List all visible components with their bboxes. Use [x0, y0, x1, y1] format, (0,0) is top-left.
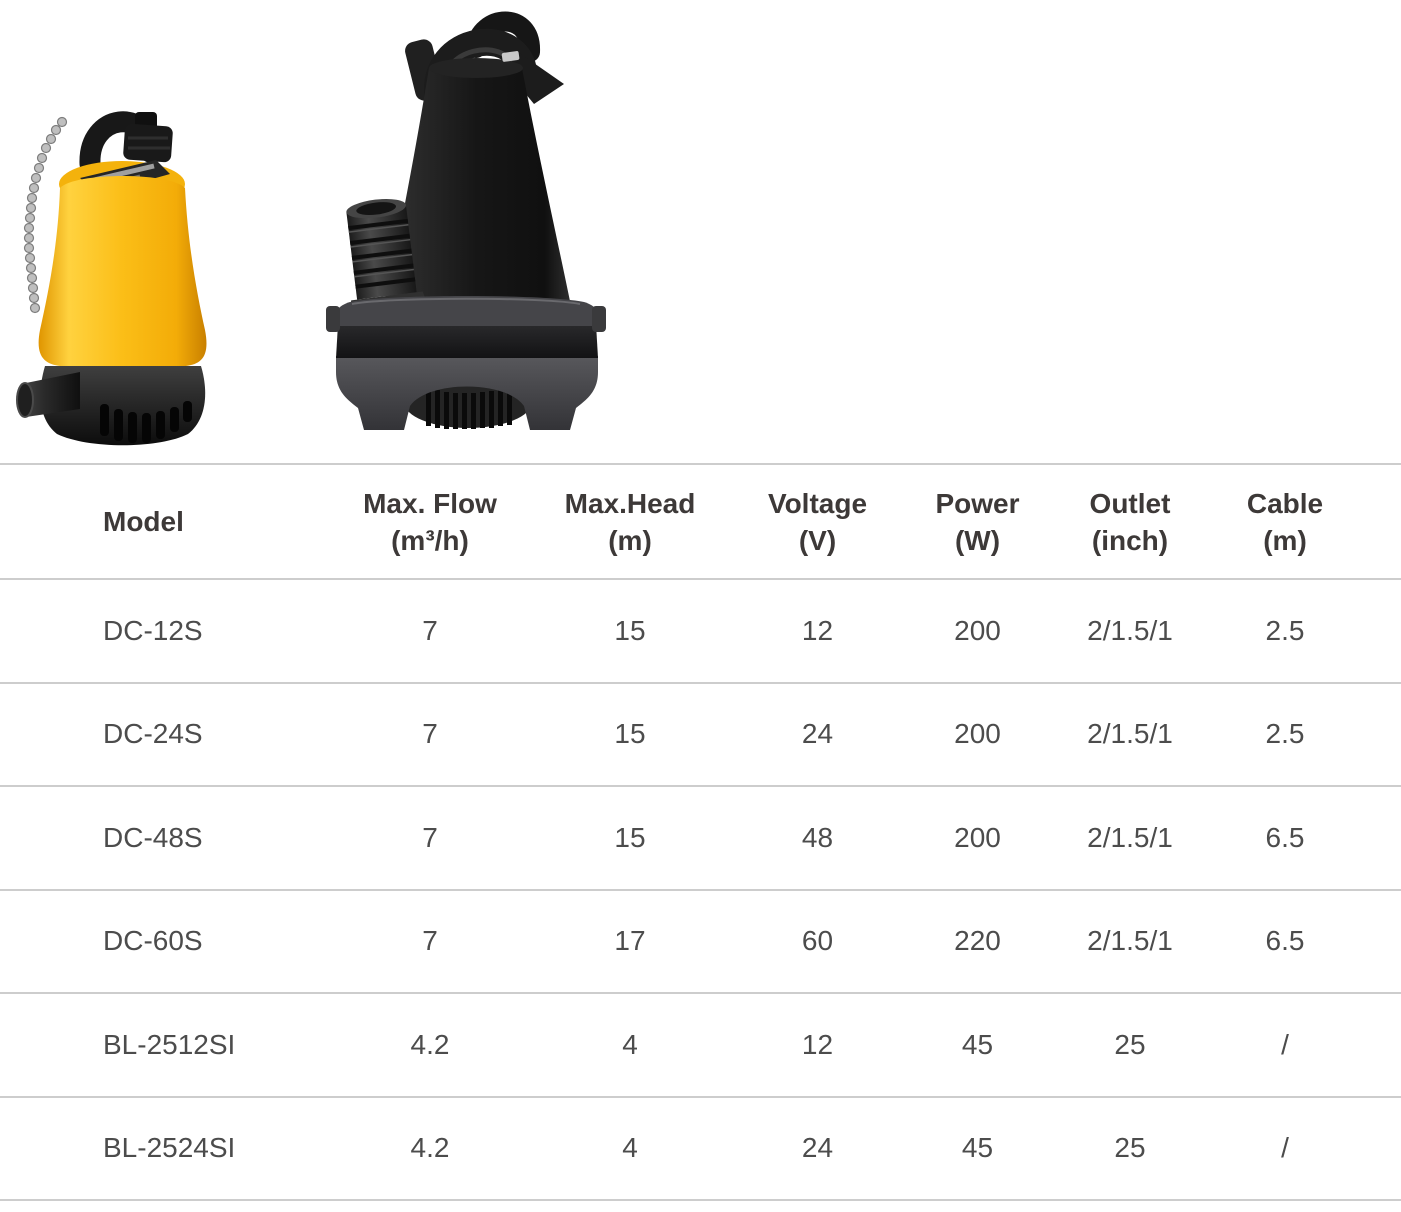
- cell-outlet: 2/1.5/1: [1087, 925, 1173, 957]
- table-row: BL-2512SI 4.2 4 12 45 25 /: [0, 994, 1401, 1098]
- column-header-outlet: Outlet (inch): [1050, 485, 1210, 559]
- cell-power: 45: [961, 1028, 994, 1060]
- cell-power: 220: [954, 925, 1001, 957]
- table-row: BL-2524SI 4.2 4 24 45 25 /: [0, 1098, 1401, 1201]
- header-unit: (W): [954, 524, 1001, 556]
- cell-cable: 6.5: [1265, 821, 1305, 853]
- column-header-cable: Cable (m): [1210, 485, 1360, 559]
- cell-voltage: 48: [801, 821, 834, 853]
- table-row: DC-24S 7 15 24 200 2/1.5/1 2.5: [0, 684, 1401, 787]
- cell-power: 200: [954, 718, 1001, 750]
- header-label: Cable: [1246, 487, 1324, 519]
- header-label: Max.Head: [564, 487, 696, 519]
- header-unit: (inch): [1091, 524, 1169, 556]
- cell-model: BL-2524SI: [103, 1132, 236, 1164]
- cell-cable: 6.5: [1265, 925, 1305, 957]
- cell-voltage: 24: [801, 718, 834, 750]
- cell-model: DC-24S: [103, 718, 203, 750]
- spec-table: Model Max. Flow (m³/h) Max.Head (m) Volt…: [0, 463, 1401, 1201]
- cell-power: 200: [954, 821, 1001, 853]
- column-header-voltage: Voltage (V): [730, 485, 905, 559]
- cell-power: 200: [954, 614, 1001, 646]
- cell-max-flow: 4.2: [410, 1132, 450, 1164]
- cell-max-head: 4: [622, 1028, 638, 1060]
- table-row: DC-12S 7 15 12 200 2/1.5/1 2.5: [0, 580, 1401, 684]
- cell-max-head: 15: [614, 718, 646, 750]
- cell-max-head: 15: [614, 614, 646, 646]
- table-header-row: Model Max. Flow (m³/h) Max.Head (m) Volt…: [0, 465, 1401, 580]
- header-unit: (m): [1263, 524, 1307, 556]
- cell-outlet: 2/1.5/1: [1087, 614, 1173, 646]
- table-row: DC-48S 7 15 48 200 2/1.5/1 6.5: [0, 787, 1401, 891]
- cell-outlet: 25: [1114, 1132, 1146, 1164]
- cell-model: BL-2512SI: [103, 1028, 236, 1060]
- cell-cable: 2.5: [1265, 614, 1305, 646]
- header-label: Model: [103, 506, 184, 537]
- header-unit: (V): [798, 524, 837, 556]
- cell-model: DC-60S: [103, 925, 203, 957]
- column-header-model: Model: [0, 503, 330, 540]
- cell-outlet: 2/1.5/1: [1087, 718, 1173, 750]
- cell-max-flow: 7: [422, 614, 438, 646]
- cell-voltage: 12: [801, 1028, 834, 1060]
- cell-cable: /: [1281, 1028, 1289, 1060]
- header-label: Max. Flow: [363, 487, 497, 519]
- cell-max-flow: 7: [422, 718, 438, 750]
- cell-outlet: 2/1.5/1: [1087, 821, 1173, 853]
- header-label: Voltage: [767, 487, 868, 519]
- header-label: Power: [935, 487, 1020, 519]
- column-header-max-flow: Max. Flow (m³/h): [330, 485, 530, 559]
- cell-model: DC-48S: [103, 821, 203, 853]
- black-pump-image: [326, 11, 606, 430]
- cell-voltage: 12: [801, 614, 834, 646]
- cell-outlet: 25: [1114, 1028, 1146, 1060]
- column-header-power: Power (W): [905, 485, 1050, 559]
- header-label: Outlet: [1089, 487, 1171, 519]
- table-row: DC-60S 7 17 60 220 2/1.5/1 6.5: [0, 891, 1401, 994]
- cell-model: DC-12S: [103, 614, 203, 646]
- cell-max-head: 4: [622, 1132, 638, 1164]
- cell-max-head: 17: [614, 925, 646, 957]
- cell-cable: 2.5: [1265, 718, 1305, 750]
- cell-max-flow: 4.2: [410, 1028, 450, 1060]
- yellow-pump-image: [16, 111, 207, 446]
- cell-power: 45: [961, 1132, 994, 1164]
- header-unit: (m³/h): [391, 524, 469, 556]
- cell-max-head: 15: [614, 821, 646, 853]
- cell-cable: /: [1281, 1132, 1289, 1164]
- cell-voltage: 60: [801, 925, 834, 957]
- product-images: [0, 0, 1401, 463]
- header-unit: (m): [608, 524, 652, 556]
- column-header-max-head: Max.Head (m): [530, 485, 730, 559]
- cell-voltage: 24: [801, 1132, 834, 1164]
- cell-max-flow: 7: [422, 821, 438, 853]
- cell-max-flow: 7: [422, 925, 438, 957]
